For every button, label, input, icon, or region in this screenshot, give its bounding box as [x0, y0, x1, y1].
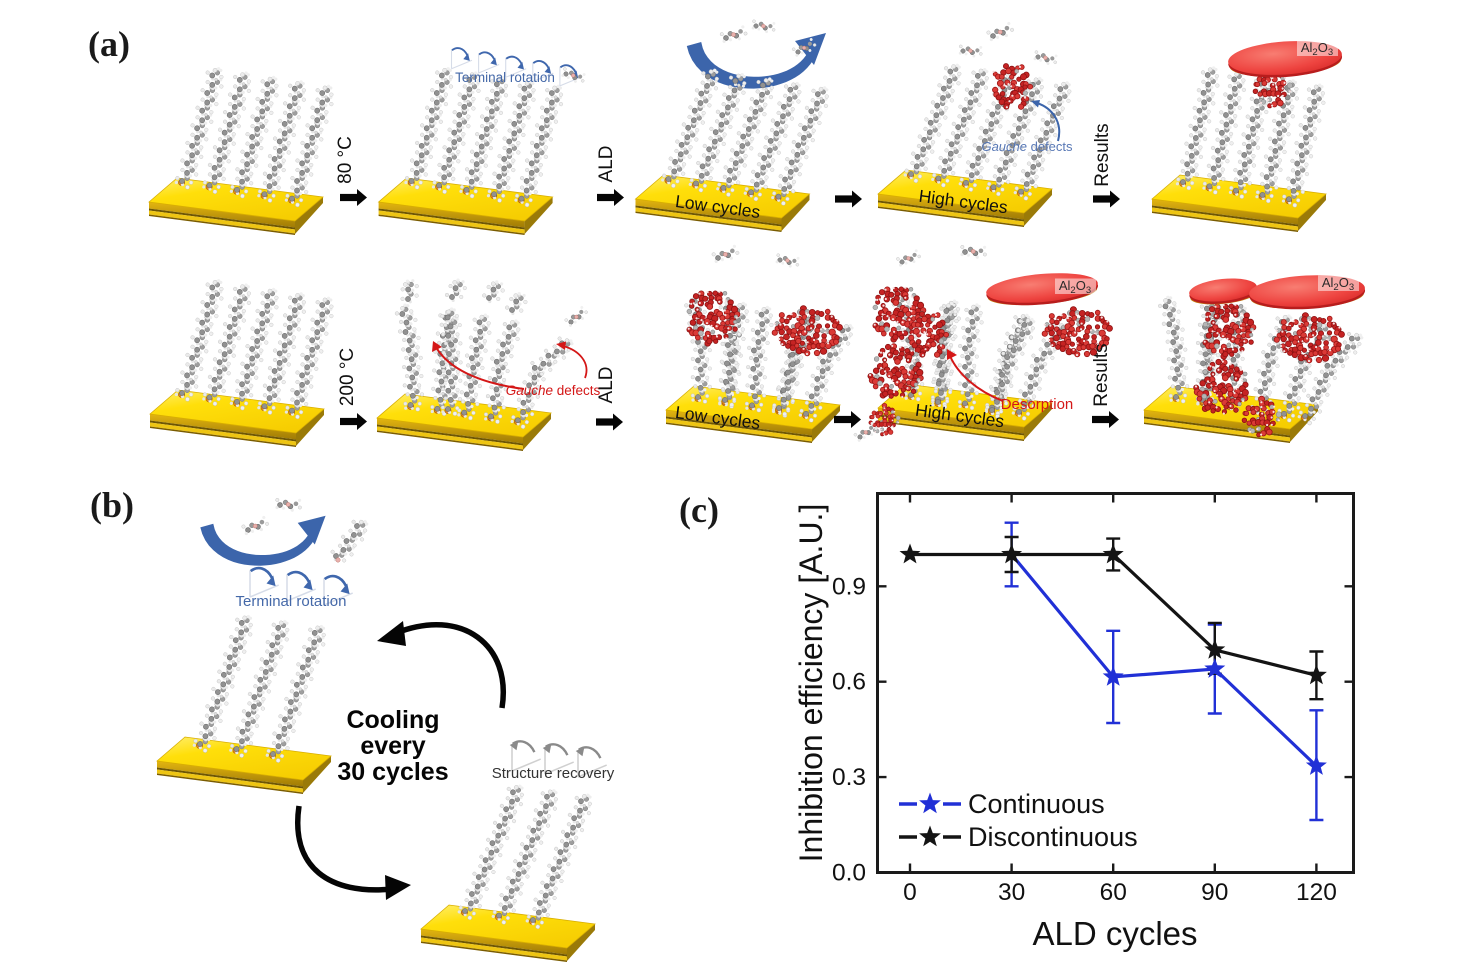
svg-text:Inhibition efficiency [A.U.]: Inhibition efficiency [A.U.] — [793, 504, 829, 863]
svg-text:0.3: 0.3 — [832, 764, 866, 791]
svg-text:Desorption: Desorption — [1001, 396, 1074, 413]
svg-text:Al2O3: Al2O3 — [1301, 40, 1333, 58]
svg-text:60: 60 — [1100, 879, 1127, 906]
svg-text:Discontinuous: Discontinuous — [968, 822, 1138, 852]
svg-text:ALD: ALD — [596, 367, 617, 404]
svg-text:(c): (c) — [679, 490, 719, 530]
svg-text:0.6: 0.6 — [832, 669, 866, 696]
svg-text:0.0: 0.0 — [832, 860, 866, 887]
svg-text:Cooling: Cooling — [346, 706, 439, 734]
svg-text:Structure recovery: Structure recovery — [492, 765, 615, 782]
svg-text:90: 90 — [1201, 879, 1228, 906]
svg-text:200 °C: 200 °C — [337, 348, 358, 406]
svg-text:Terminal rotation: Terminal rotation — [455, 70, 555, 85]
svg-text:Al2O3: Al2O3 — [1059, 278, 1091, 296]
svg-text:30: 30 — [998, 879, 1025, 906]
svg-text:Gauche defects: Gauche defects — [506, 383, 601, 398]
svg-text:every: every — [360, 732, 425, 760]
svg-text:Terminal rotation: Terminal rotation — [236, 593, 347, 610]
svg-text:(a): (a) — [88, 24, 130, 64]
svg-text:Al2O3: Al2O3 — [1322, 275, 1354, 293]
svg-text:30 cycles: 30 cycles — [337, 758, 448, 786]
svg-text:0: 0 — [903, 879, 917, 906]
svg-text:Results: Results — [1092, 123, 1113, 186]
svg-text:Results: Results — [1091, 343, 1112, 406]
svg-text:0.9: 0.9 — [832, 573, 866, 600]
svg-text:80 °C: 80 °C — [335, 136, 356, 184]
svg-text:ALD cycles: ALD cycles — [1032, 915, 1197, 952]
svg-text:(b): (b) — [90, 485, 134, 525]
svg-text:Gauche defects: Gauche defects — [981, 139, 1073, 154]
svg-text:Continuous: Continuous — [968, 789, 1105, 819]
svg-text:ALD: ALD — [596, 146, 617, 183]
svg-text:120: 120 — [1296, 879, 1337, 906]
